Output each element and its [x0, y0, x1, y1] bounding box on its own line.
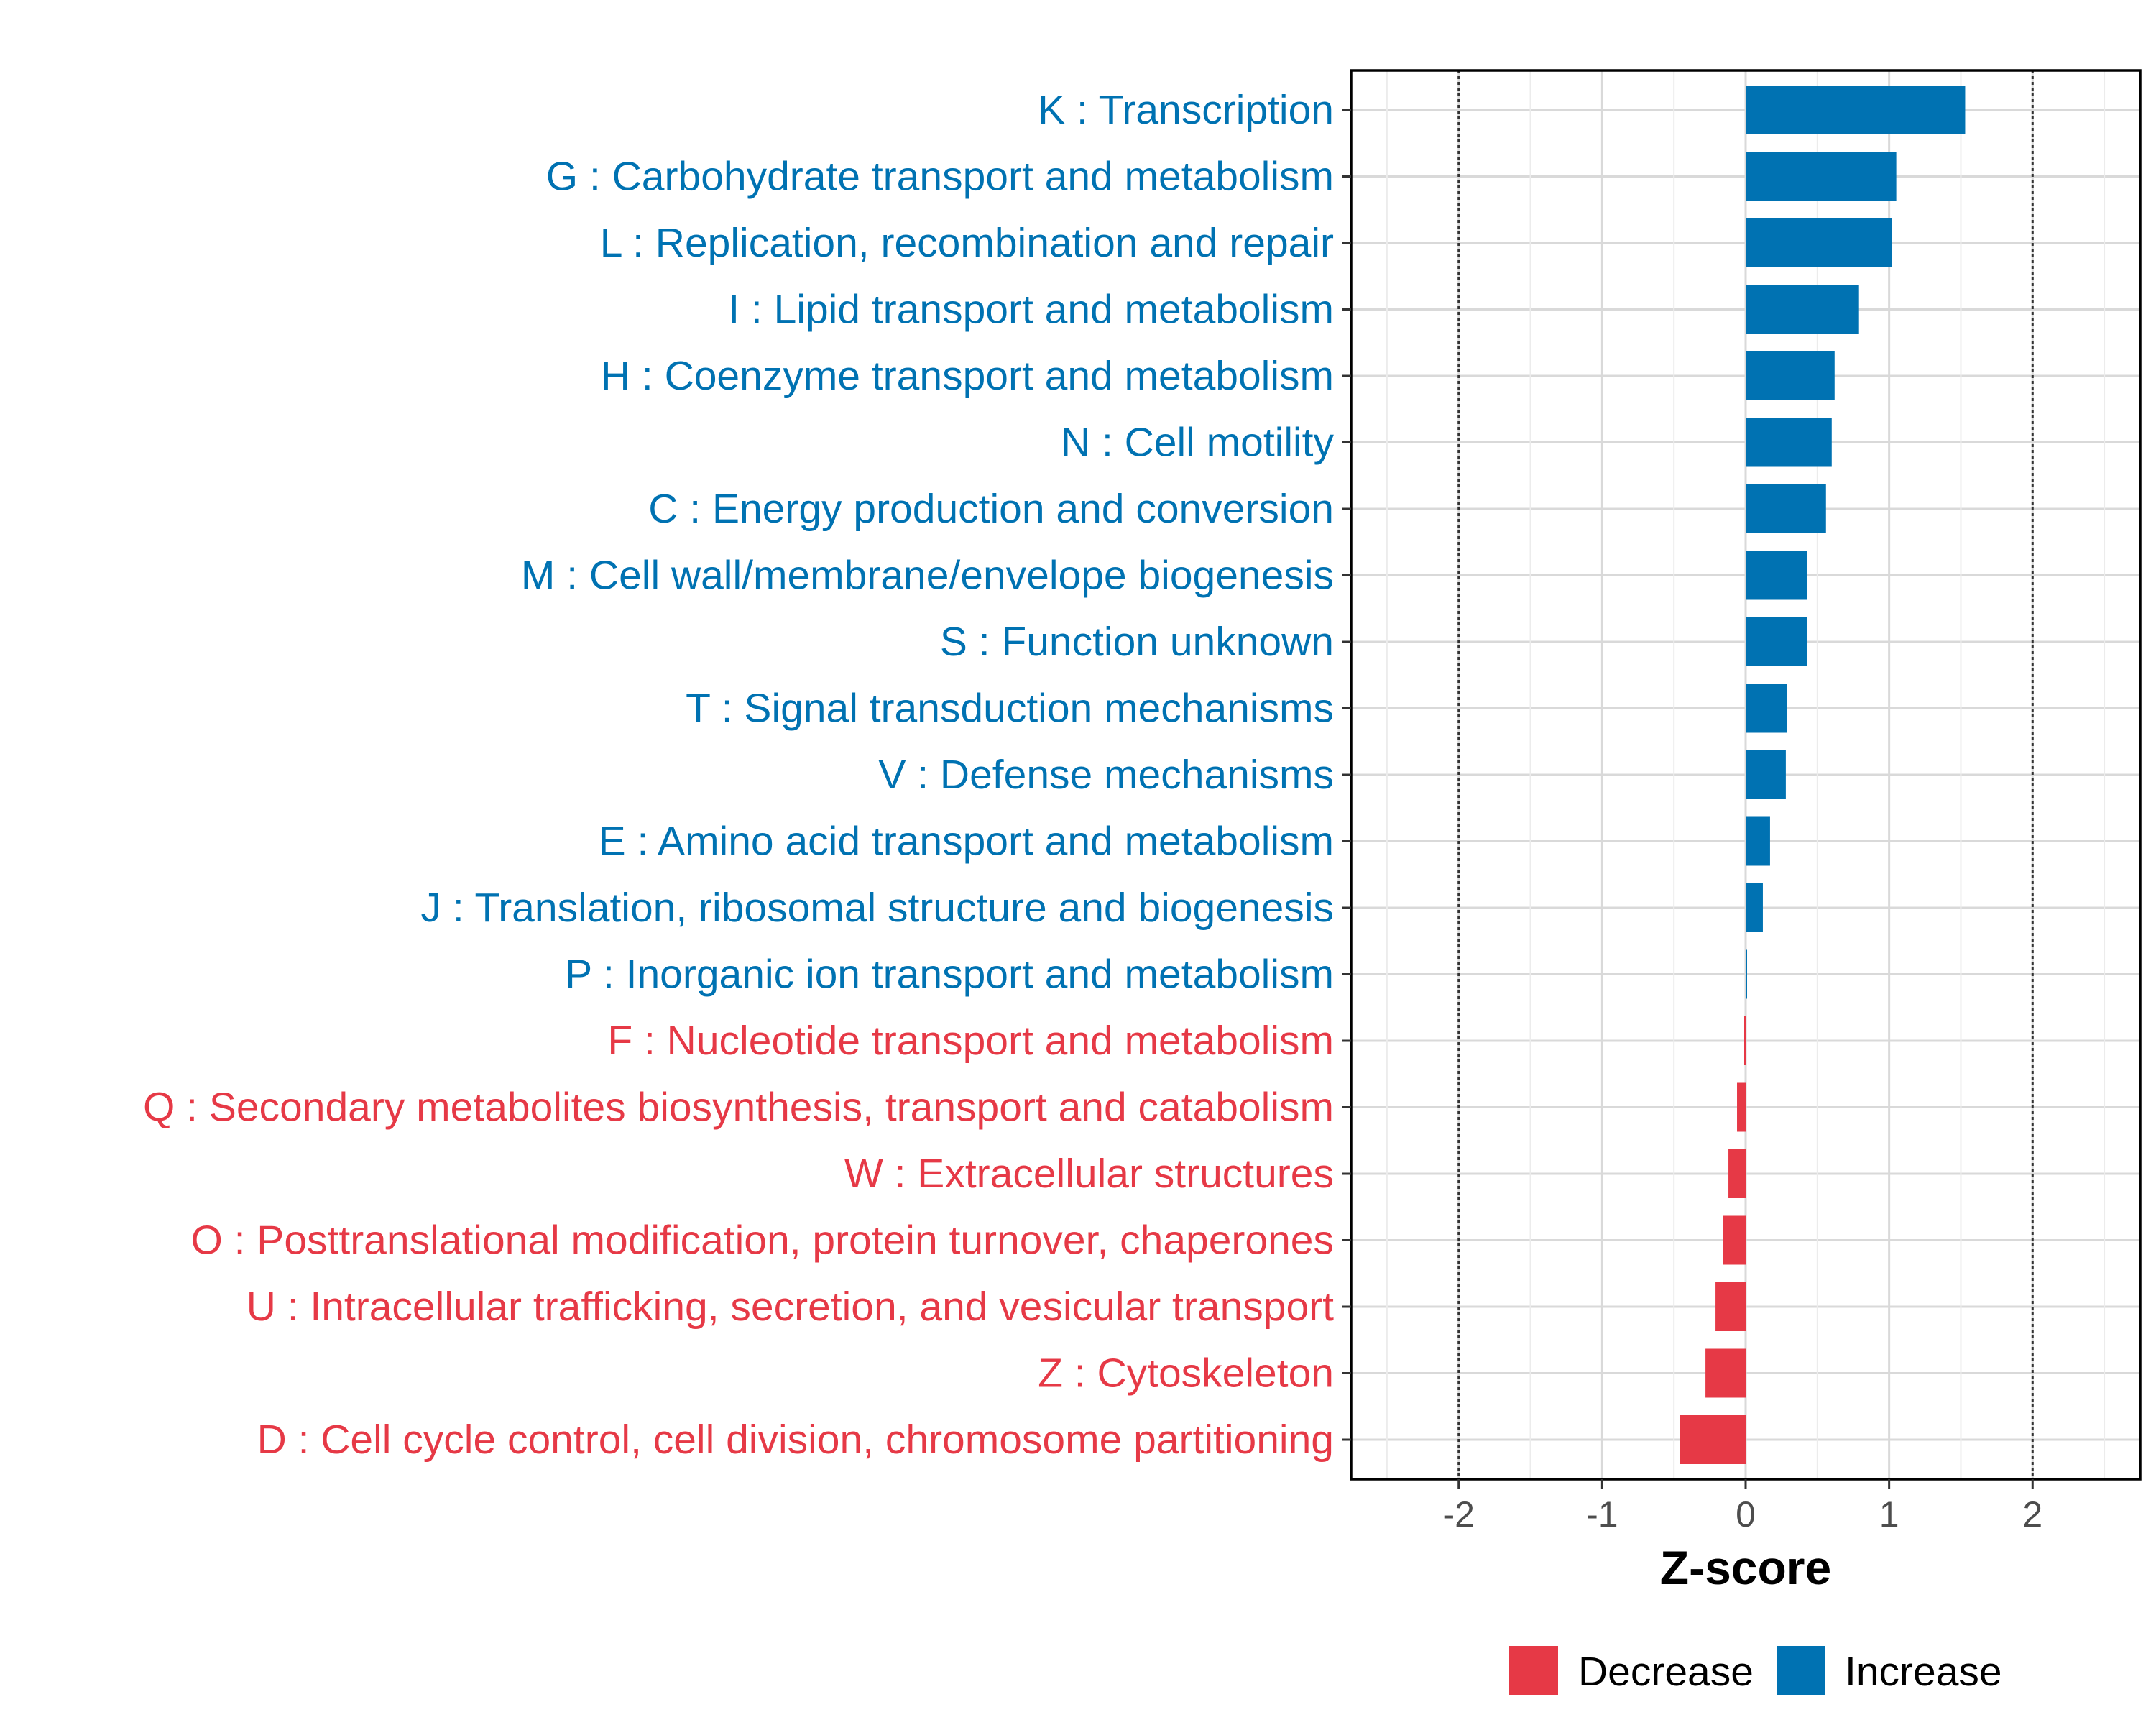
legend-swatch	[1777, 1646, 1825, 1695]
bar	[1705, 1348, 1746, 1398]
category-label: J : Translation, ribosomal structure and…	[421, 885, 1334, 931]
x-axis-ticks: -2 -1 0 1 2	[1442, 1479, 2042, 1535]
x-tick-label: 1	[1879, 1494, 1899, 1535]
category-label: P : Inorganic ion transport and metaboli…	[565, 952, 1334, 998]
reference-lines	[1457, 70, 2034, 1479]
category-label: N : Cell motility	[1061, 420, 1335, 466]
bar	[1746, 218, 1892, 267]
bar	[1746, 750, 1786, 799]
category-label: W : Extracellular structures	[844, 1151, 1334, 1197]
legend-label: Increase	[1845, 1649, 2002, 1695]
category-label: O : Posttranslational modification, prot…	[190, 1218, 1334, 1264]
x-tick-label: 0	[1736, 1494, 1756, 1535]
category-label: I : Lipid transport and metabolism	[728, 287, 1334, 333]
bar	[1746, 152, 1897, 201]
category-labels: K : Transcription G : Carbohydrate transp…	[143, 87, 1335, 1463]
bar	[1715, 1282, 1746, 1331]
category-label: S : Function unknown	[940, 619, 1334, 665]
x-tick-label: 2	[2022, 1494, 2042, 1535]
category-label: H : Coenzyme transport and metabolism	[601, 353, 1334, 399]
category-label: F : Nucleotide transport and metabolism	[607, 1018, 1334, 1064]
bar	[1680, 1415, 1746, 1464]
x-tick-label: -1	[1586, 1494, 1618, 1535]
category-label: K : Transcription	[1038, 87, 1334, 133]
bar	[1746, 86, 1966, 134]
y-axis-ticks	[1342, 109, 1351, 1441]
bar	[1746, 949, 1747, 999]
bar	[1746, 484, 1826, 533]
category-label: M : Cell wall/membrane/envelope biogenes…	[521, 553, 1334, 599]
x-tick-label: -2	[1442, 1494, 1474, 1535]
category-label: G : Carbohydrate transport and metabolis…	[546, 154, 1334, 200]
bar	[1723, 1215, 1746, 1265]
bar	[1746, 551, 1807, 600]
category-label: U : Intracellular trafficking, secretion…	[247, 1284, 1334, 1330]
category-label: E : Amino acid transport and metabolism	[599, 819, 1334, 865]
category-label: C : Energy production and conversion	[648, 486, 1334, 532]
category-label: T : Signal transduction mechanisms	[686, 686, 1334, 732]
bar	[1728, 1149, 1746, 1198]
bar	[1746, 418, 1832, 467]
category-label: Z : Cytoskeleton	[1038, 1351, 1334, 1397]
legend-swatch	[1509, 1646, 1558, 1695]
bar	[1737, 1082, 1746, 1132]
bar	[1746, 351, 1835, 400]
bar	[1746, 883, 1763, 932]
bar	[1746, 285, 1859, 334]
bar	[1746, 684, 1787, 733]
bars	[1680, 86, 1966, 1464]
category-label: Q : Secondary metabolites biosynthesis, …	[143, 1085, 1334, 1131]
x-axis-title: Z-score	[1660, 1541, 1831, 1594]
category-label: D : Cell cycle control, cell division, c…	[257, 1417, 1334, 1463]
legend: Decrease Increase	[1509, 1646, 2002, 1695]
bar	[1744, 1016, 1746, 1065]
bar	[1746, 816, 1770, 866]
bar	[1746, 617, 1807, 666]
category-label: L : Replication, recombination and repai…	[600, 220, 1334, 266]
legend-label: Decrease	[1578, 1649, 1754, 1695]
category-label: V : Defense mechanisms	[878, 752, 1334, 798]
